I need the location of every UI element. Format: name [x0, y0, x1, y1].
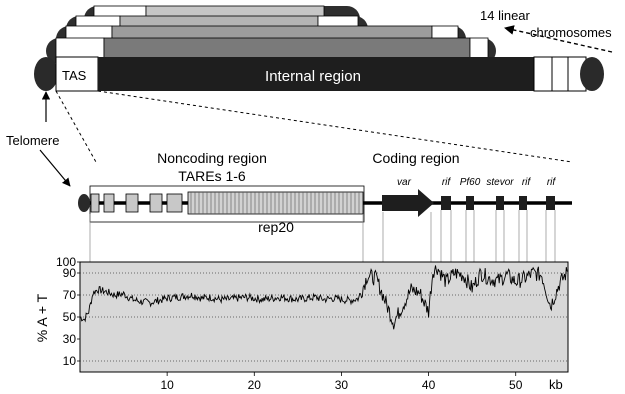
- rep20-block: [188, 192, 363, 214]
- gene-label-pf60: Pf60: [460, 177, 481, 188]
- chromosome-front: TAS Internal region: [34, 57, 604, 91]
- y-tick-label: 100: [56, 255, 76, 269]
- chromosome-count-label-2: chromosomes: [530, 25, 612, 40]
- tares-label: TAREs 1-6: [178, 168, 246, 184]
- tare-blocks: [91, 194, 182, 212]
- stevor-gene: [496, 196, 504, 210]
- x-tick-label: 10: [160, 378, 174, 392]
- y-tick-label: 50: [63, 310, 77, 324]
- tas-label: TAS: [62, 68, 87, 83]
- telomere-label: Telomere: [6, 133, 59, 148]
- noncoding-title: Noncoding region: [157, 150, 267, 166]
- rep20-label: rep20: [258, 219, 294, 235]
- telomere-right: [580, 57, 604, 91]
- chromosome-stack: TAS Internal region 14 linear chromosome…: [34, 6, 612, 91]
- x-tick-label: 40: [422, 378, 436, 392]
- var-gene-arrow: [382, 189, 434, 217]
- rif-gene-1: [441, 196, 451, 210]
- zoom-lines: [56, 91, 572, 162]
- pf60-gene: [466, 196, 474, 210]
- x-tick-label: 30: [335, 378, 349, 392]
- rif-gene-2: [519, 196, 527, 210]
- gene-label-rif-1: rif: [442, 177, 452, 188]
- telomere-left: [34, 57, 58, 91]
- gene-label-var: var: [397, 177, 412, 188]
- x-axis-ticks: 10 20 30 40 50: [160, 372, 522, 392]
- chromosome-count-label: 14 linear: [480, 8, 531, 23]
- x-axis-unit: kb: [549, 377, 563, 392]
- telomere-annotation: Telomere: [6, 92, 70, 186]
- y-axis-label: % A + T: [34, 293, 50, 342]
- y-tick-label: 70: [63, 288, 77, 302]
- coding-title: Coding region: [372, 150, 459, 166]
- rif-gene-3: [546, 196, 555, 210]
- y-tick-label: 10: [63, 354, 77, 368]
- gene-guide-lines: [90, 210, 555, 262]
- tas-region-right: [534, 57, 586, 91]
- gene-label-rif-2: rif: [522, 177, 532, 188]
- gene-map-telomere: [78, 194, 90, 212]
- gene-label-stevor: stevor: [486, 177, 514, 188]
- x-tick-label: 50: [509, 378, 523, 392]
- x-tick-label: 20: [248, 378, 262, 392]
- internal-region-label: Internal region: [265, 68, 361, 85]
- gene-map: Noncoding region TAREs 1-6 Coding region…: [78, 150, 572, 262]
- gene-label-rif-3: rif: [547, 177, 557, 188]
- y-tick-label: 30: [63, 332, 77, 346]
